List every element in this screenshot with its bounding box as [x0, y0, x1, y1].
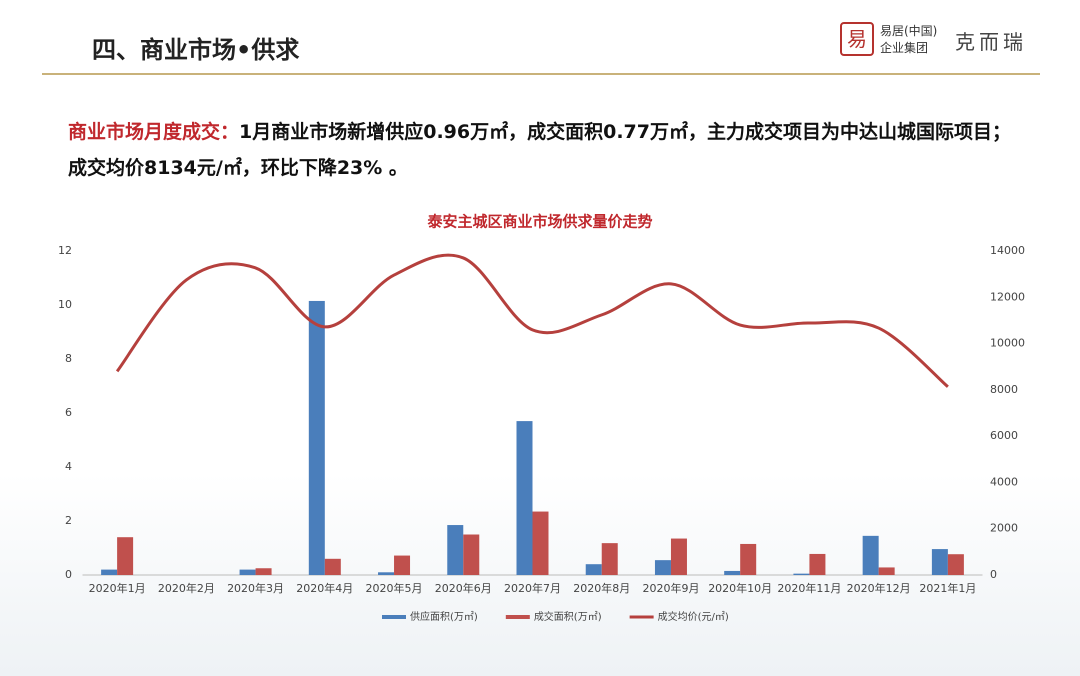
y2-tick-label: 2000 — [990, 522, 1018, 535]
y-tick-label: 0 — [65, 568, 72, 581]
x-tick-label: 2020年4月 — [296, 581, 353, 595]
y2-tick-label: 8000 — [990, 383, 1018, 396]
line — [115, 253, 949, 388]
y2-tick-label: 10000 — [990, 337, 1025, 350]
summary: 商业市场月度成交：1月商业市场新增供应0.96万㎡，成交面积0.77万㎡，主力成… — [68, 114, 1018, 186]
x-tick-label: 2020年1月 — [89, 581, 146, 595]
y-tick-label: 10 — [58, 298, 72, 311]
y-tick-label: 12 — [58, 244, 72, 257]
y-tick-label: 6 — [65, 406, 72, 419]
logo-text: 易居(中国) — [880, 24, 938, 38]
summary-text: 1月商业市场新增供应0.96万㎡，成交面积0.77万㎡，主力成交项目为中达山城国… — [68, 121, 1011, 179]
bar — [724, 570, 741, 575]
bar — [101, 569, 118, 575]
bar — [447, 525, 464, 575]
summary-label: 商业市场月度成交： — [68, 121, 240, 143]
x-tick-label: 2020年2月 — [158, 581, 215, 595]
y2-tick-label: 0 — [990, 568, 997, 581]
y2-tick-label: 6000 — [990, 429, 1018, 442]
legend-label: 成交面积(万㎡) — [534, 610, 602, 623]
bar — [809, 553, 826, 575]
legend-swatch — [505, 615, 530, 619]
x-tick-label: 2020年10月 — [708, 581, 772, 595]
y-tick-label: 4 — [65, 460, 72, 473]
legend-label: 成交均价(元/㎡) — [658, 610, 729, 623]
x-tick-label: 2020年9月 — [642, 581, 699, 595]
logo-icon: 易 — [840, 22, 874, 56]
y-tick-label: 2 — [65, 514, 72, 527]
bar — [654, 560, 671, 575]
bar — [740, 543, 757, 575]
slide-title: 四、商业市场•供求 — [92, 36, 300, 64]
bar — [601, 543, 618, 575]
legend-label: 供应面积(万㎡) — [410, 610, 478, 623]
bar — [670, 538, 687, 575]
bar — [947, 554, 964, 575]
bar — [239, 569, 256, 575]
bar — [793, 573, 810, 575]
legend-swatch — [382, 615, 406, 619]
x-tick-label: 2020年6月 — [435, 581, 492, 595]
x-tick-label: 2020年11月 — [777, 581, 841, 595]
bar — [585, 564, 602, 575]
bar — [308, 300, 325, 575]
bar — [394, 555, 411, 575]
bar — [862, 535, 879, 575]
chart-title: 泰安主城区商业市场供求量价走势 — [426, 213, 652, 231]
bar — [324, 558, 341, 575]
logo-text: 企业集团 — [880, 41, 929, 55]
bar — [117, 537, 134, 575]
x-tick-label: 2021年1月 — [919, 581, 976, 595]
bar — [463, 534, 480, 575]
x-tick-label: 2020年5月 — [366, 581, 423, 595]
y2-tick-label: 4000 — [990, 475, 1018, 488]
y-tick-label: 8 — [65, 352, 72, 365]
bar — [532, 511, 549, 575]
y2-tick-label: 12000 — [990, 290, 1025, 303]
bar — [931, 549, 948, 575]
logo-brand: 克而瑞 — [955, 30, 1027, 54]
x-tick-label: 2020年12月 — [847, 581, 911, 595]
x-tick-label: 2020年3月 — [227, 581, 284, 595]
header-rule — [42, 73, 1040, 75]
x-tick-label: 2020年8月 — [573, 581, 630, 595]
bar — [378, 572, 395, 575]
y2-tick-label: 14000 — [990, 244, 1025, 257]
bar — [878, 567, 895, 575]
x-tick-label: 2020年7月 — [504, 581, 561, 595]
bar — [255, 568, 272, 575]
logo: 易 易居(中国) 企业集团 克而瑞 — [840, 22, 1040, 58]
bar — [516, 421, 533, 575]
